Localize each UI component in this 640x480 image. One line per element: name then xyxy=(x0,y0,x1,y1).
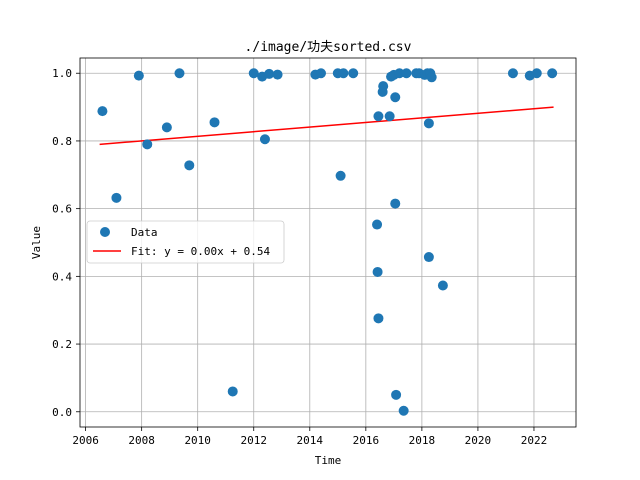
data-point xyxy=(372,266,383,277)
data-point xyxy=(390,92,401,103)
y-tick-label: 1.0 xyxy=(52,67,72,80)
y-tick-label: 0.8 xyxy=(52,135,72,148)
y-axis-label: Value xyxy=(30,226,43,259)
y-axis-ticks: 0.0 0.2 0.4 0.6 0.8 1.0 xyxy=(52,67,80,419)
data-point xyxy=(161,122,172,133)
x-tick-label: 2012 xyxy=(240,434,267,447)
x-axis-label: Time xyxy=(315,454,342,467)
data-point xyxy=(391,389,402,400)
y-tick-label: 0.0 xyxy=(52,406,72,419)
x-tick-label: 2018 xyxy=(409,434,436,447)
data-point xyxy=(378,81,389,92)
y-tick-label: 0.4 xyxy=(52,270,72,283)
data-point xyxy=(111,192,122,203)
data-point xyxy=(401,68,412,79)
data-point xyxy=(373,111,384,122)
x-tick-label: 2006 xyxy=(72,434,99,447)
x-axis-ticks: 2006 2008 2010 2012 2014 2016 2018 2020 2022 xyxy=(72,427,547,447)
data-point xyxy=(348,68,359,79)
data-point xyxy=(174,68,185,79)
data-point xyxy=(142,139,153,150)
legend-box xyxy=(86,220,285,264)
data-point xyxy=(423,118,434,129)
y-tick-label: 0.2 xyxy=(52,338,72,351)
legend: Data Fit: y = 0.00x + 0.54 xyxy=(86,220,285,264)
data-point xyxy=(394,68,405,79)
data-point xyxy=(264,68,275,79)
x-tick-label: 2020 xyxy=(465,434,492,447)
data-point xyxy=(338,68,349,79)
x-tick-label: 2022 xyxy=(521,434,548,447)
data-point xyxy=(547,68,558,79)
data-point xyxy=(372,219,383,230)
legend-label-fit: Fit: y = 0.00x + 0.54 xyxy=(131,245,270,258)
data-point xyxy=(184,160,195,171)
data-point xyxy=(272,69,283,80)
data-point xyxy=(248,68,259,79)
data-point xyxy=(398,405,409,416)
y-tick-label: 0.6 xyxy=(52,203,72,216)
x-tick-label: 2010 xyxy=(184,434,211,447)
data-point xyxy=(315,68,326,79)
data-point xyxy=(259,134,270,145)
legend-marker-data xyxy=(100,227,110,237)
data-point xyxy=(335,170,346,181)
data-point xyxy=(531,68,542,79)
x-tick-label: 2014 xyxy=(297,434,324,447)
data-point xyxy=(384,111,395,122)
data-point xyxy=(423,252,434,263)
x-tick-label: 2008 xyxy=(128,434,155,447)
data-point xyxy=(437,280,448,291)
data-point xyxy=(373,313,384,324)
data-points xyxy=(97,68,558,416)
fit-line xyxy=(99,106,554,146)
x-tick-label: 2016 xyxy=(353,434,380,447)
data-point xyxy=(390,198,401,209)
chart-title: ./image/功夫sorted.csv xyxy=(245,40,412,55)
data-point xyxy=(97,106,108,117)
data-point xyxy=(209,117,220,128)
data-point xyxy=(133,70,144,81)
fit-line-layer xyxy=(99,106,554,146)
legend-label-data: Data xyxy=(131,226,158,239)
plot-frame xyxy=(79,57,577,428)
data-point xyxy=(507,68,518,79)
data-point xyxy=(426,72,437,83)
data-point xyxy=(227,386,238,397)
grid xyxy=(80,58,576,427)
